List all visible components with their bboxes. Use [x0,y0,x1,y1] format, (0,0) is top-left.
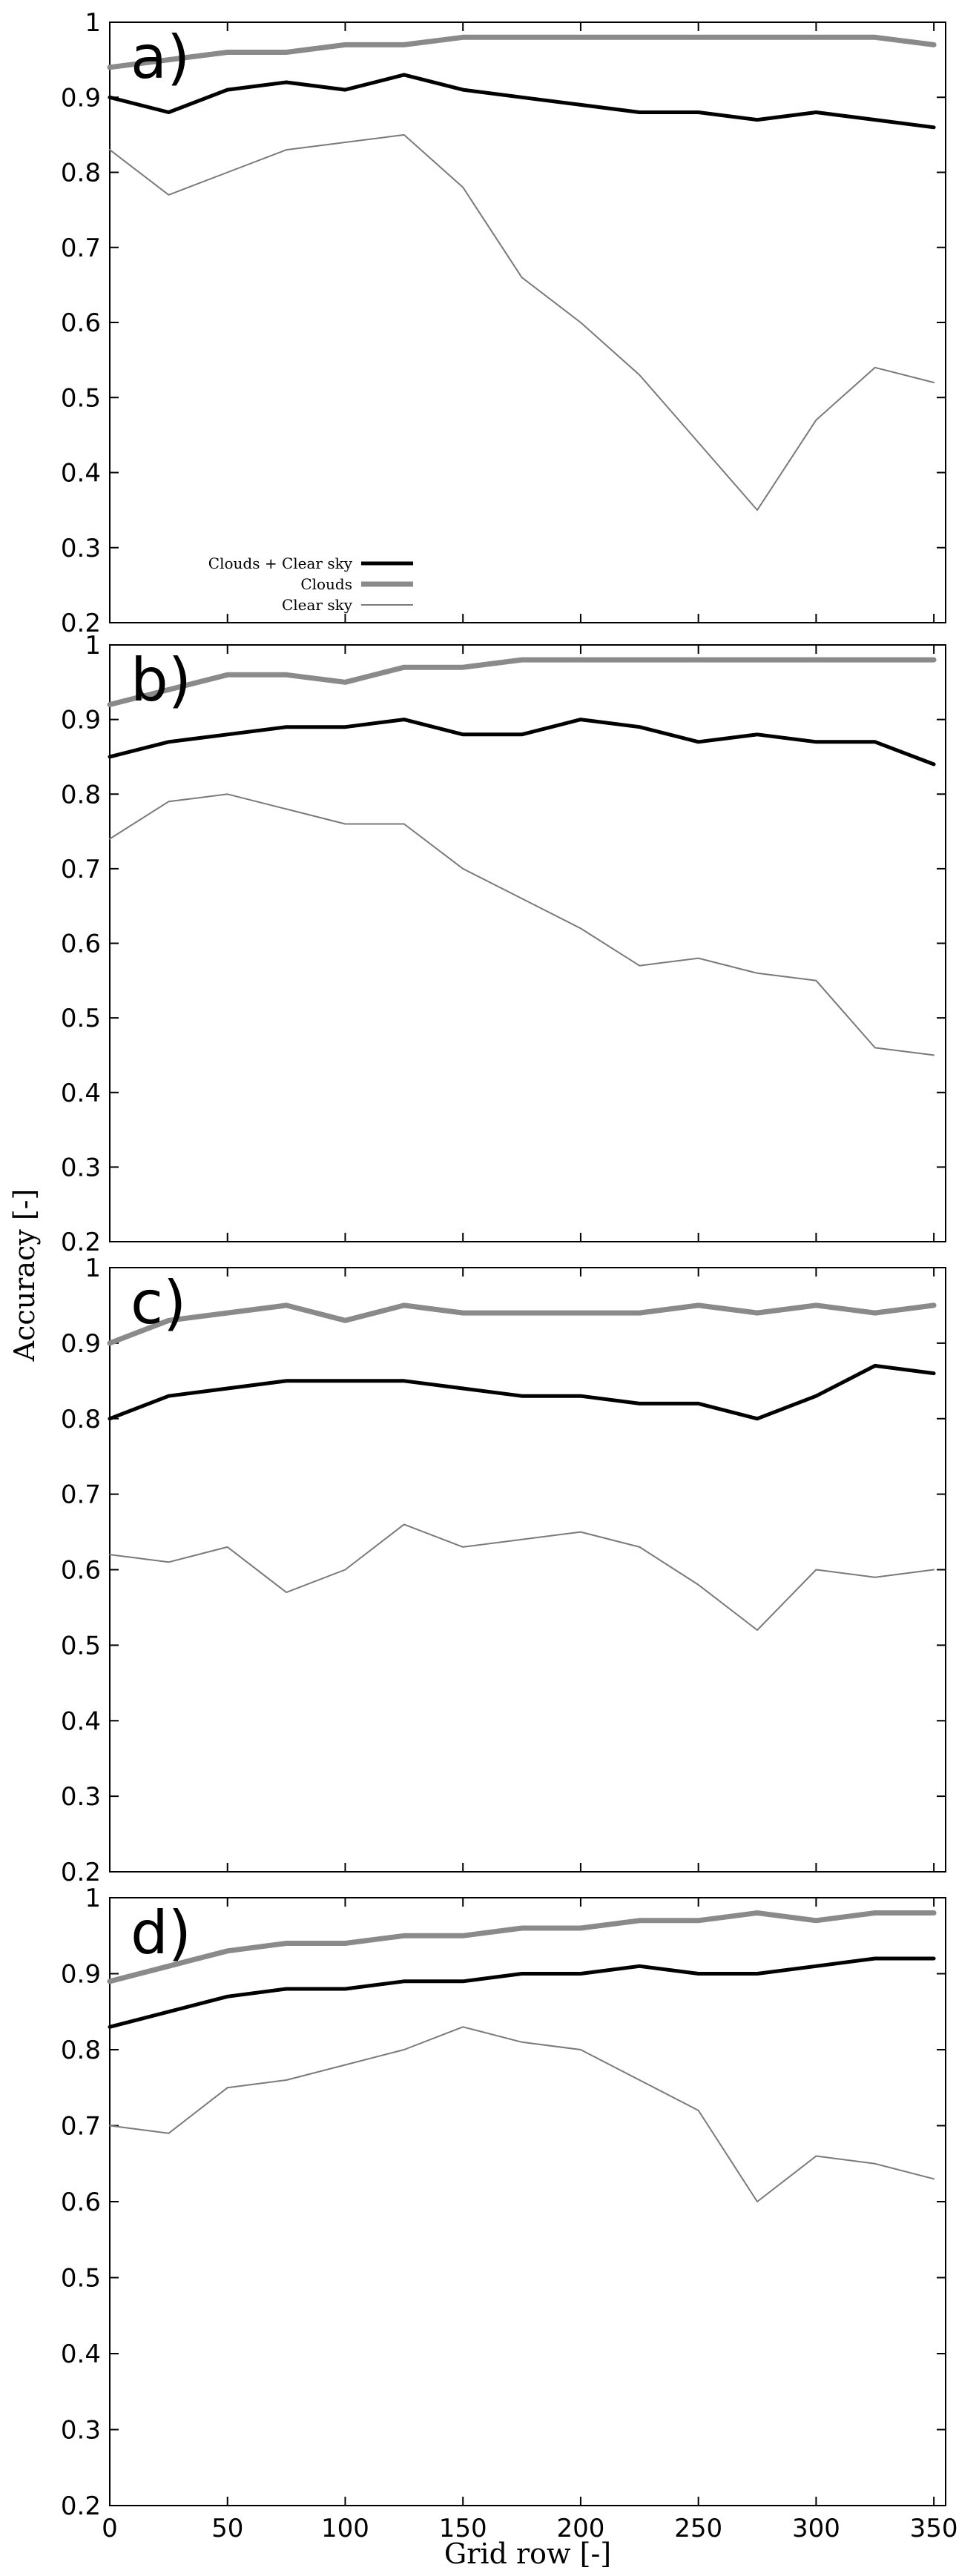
y-tick-label: 0.9 [61,83,101,113]
legend-label: Clouds + Clear sky [208,554,353,572]
legend-label: Clear sky [282,596,353,614]
x-tick-label: 100 [321,2514,369,2543]
y-tick-label: 0.3 [61,534,101,563]
x-tick-label: 250 [674,2514,722,2543]
y-tick-label: 0.3 [61,1153,101,1182]
x-tick-label: 50 [211,2514,243,2543]
y-tick-label: 0.2 [61,609,101,638]
y-tick-label: 0.3 [61,1782,101,1812]
series-line-clouds-clear-sky [108,1956,936,2029]
y-tick-label: 0.5 [61,1004,101,1033]
y-tick-label: 0.2 [61,1228,101,1257]
y-tick-label: 1 [85,8,101,38]
series-line-clear-sky [109,133,935,511]
x-tick-label: 0 [102,2514,118,2543]
y-tick-label: 0.8 [61,1405,101,1434]
y-tick-label: 0.8 [61,2036,101,2065]
series-line-clear-sky [109,793,935,1056]
y-tick-label: 0.7 [61,2112,101,2142]
y-tick-label: 1 [85,631,101,660]
y-tick-label: 0.2 [61,2491,101,2521]
y-tick-label: 0.5 [61,1631,101,1661]
legend-label: Clouds [300,575,352,593]
y-tick-label: 0.7 [61,1480,101,1510]
y-tick-label: 0.5 [61,2264,101,2294]
y-tick-label: 0.6 [61,2188,101,2217]
panel-label: a) [131,23,190,92]
y-axis-label: Accuracy [-] [8,1189,41,1363]
x-tick-label: 300 [792,2514,840,2543]
y-tick-label: 0.5 [61,383,101,413]
series-line-clear-sky [109,2026,935,2202]
y-tick-label: 0.3 [61,2416,101,2446]
y-tick-label: 0.8 [61,780,101,809]
x-tick-label: 350 [910,2514,958,2543]
series-line-clouds [107,657,937,707]
x-tick-label: 200 [556,2514,604,2543]
y-tick-label: 0.9 [61,706,101,735]
y-tick-label: 0.4 [61,459,101,489]
x-axis-label: Grid row [-] [444,2537,611,2570]
y-tick-label: 1 [85,1254,101,1283]
series-line-clouds [107,1910,937,1984]
series-line-clouds-clear-sky [108,73,936,130]
y-tick-label: 1 [85,1884,101,1913]
y-tick-label: 0.8 [61,159,101,188]
panel-label: c) [131,1268,186,1337]
y-tick-label: 0.6 [61,930,101,959]
y-tick-label: 0.9 [61,1960,101,1990]
series-line-clouds [107,34,937,70]
y-tick-label: 0.7 [61,234,101,263]
panel-label: d) [131,1898,191,1967]
panel-label: b) [131,646,191,715]
panel-frame-3 [109,1897,946,2506]
series-line-clouds [107,1302,937,1346]
series-line-clouds-clear-sky [108,1363,936,1421]
series-line-clear-sky [109,1523,935,1631]
y-tick-label: 0.4 [61,2340,101,2369]
y-tick-label: 0.9 [61,1329,101,1359]
y-tick-label: 0.6 [61,1556,101,1586]
y-tick-label: 0.4 [61,1706,101,1736]
y-tick-label: 0.6 [61,308,101,338]
x-tick-label: 150 [439,2514,487,2543]
y-tick-label: 0.2 [61,1858,101,1887]
y-tick-label: 0.7 [61,855,101,884]
y-tick-label: 0.4 [61,1079,101,1108]
series-line-clouds-clear-sky [108,718,936,766]
